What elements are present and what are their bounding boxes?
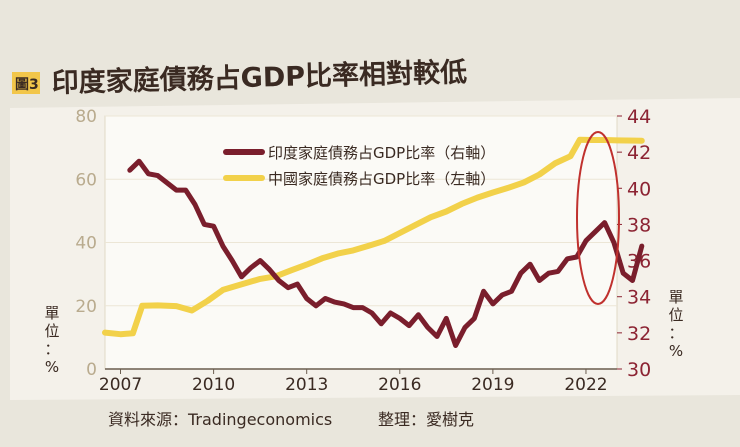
x-axis: 2007 2010 2013 2016 2019 2022 [99,368,617,395]
y-right-tick-38: 38 [627,214,651,236]
left-axis-unit: 單位：% [44,304,59,376]
left-unit-char-3: % [45,358,59,376]
figure-label-badge [12,72,40,94]
y-left-tick-0: 0 [86,360,97,380]
y-right-tick-34: 34 [627,287,651,309]
y-left-tick-60: 60 [75,170,97,190]
figure-label: 圖3 [15,76,39,93]
series-line-china [102,136,645,338]
y-left-tick-40: 40 [75,234,97,254]
legend: 印度家庭債務占GDP比率（右軸） 中國家庭債務占GDP比率（左軸） [223,144,495,188]
right-axis-unit: 單位：% [668,288,683,360]
y-right-tick-32: 32 [627,323,651,345]
y-right-tick-42: 42 [627,142,651,164]
right-unit-char-0: 單 [668,288,683,306]
series-line-india [127,158,645,348]
y-left-tick-20: 20 [75,297,97,317]
x-tick-2016: 2016 [378,375,421,395]
source-note: 資料來源：Tradingeconomics [108,410,332,429]
y-right-tick-40: 40 [627,178,651,200]
y-right-tick-44: 44 [627,106,651,128]
right-unit-char-1: 位 [668,306,683,324]
left-unit-char-1: 位 [44,322,59,340]
left-unit-char-0: 單 [44,304,59,322]
legend-label-india: 印度家庭債務占GDP比率（右軸） [268,144,495,162]
y-left-tick-80: 80 [75,107,97,127]
highlight-ellipse [576,131,620,305]
x-tick-2022: 2022 [564,375,607,395]
legend-label-china: 中國家庭債務占GDP比率（左軸） [268,170,495,188]
editor-note: 整理：愛樹克 [378,410,474,429]
x-tick-2013: 2013 [285,375,328,395]
right-unit-char-3: % [669,342,683,360]
y-right-tick-30: 30 [627,359,651,381]
x-tick-2010: 2010 [192,375,235,395]
x-tick-2019: 2019 [471,375,514,395]
x-tick-2007: 2007 [99,375,142,395]
left-unit-char-2: ： [44,340,59,358]
right-unit-char-2: ： [668,324,683,342]
